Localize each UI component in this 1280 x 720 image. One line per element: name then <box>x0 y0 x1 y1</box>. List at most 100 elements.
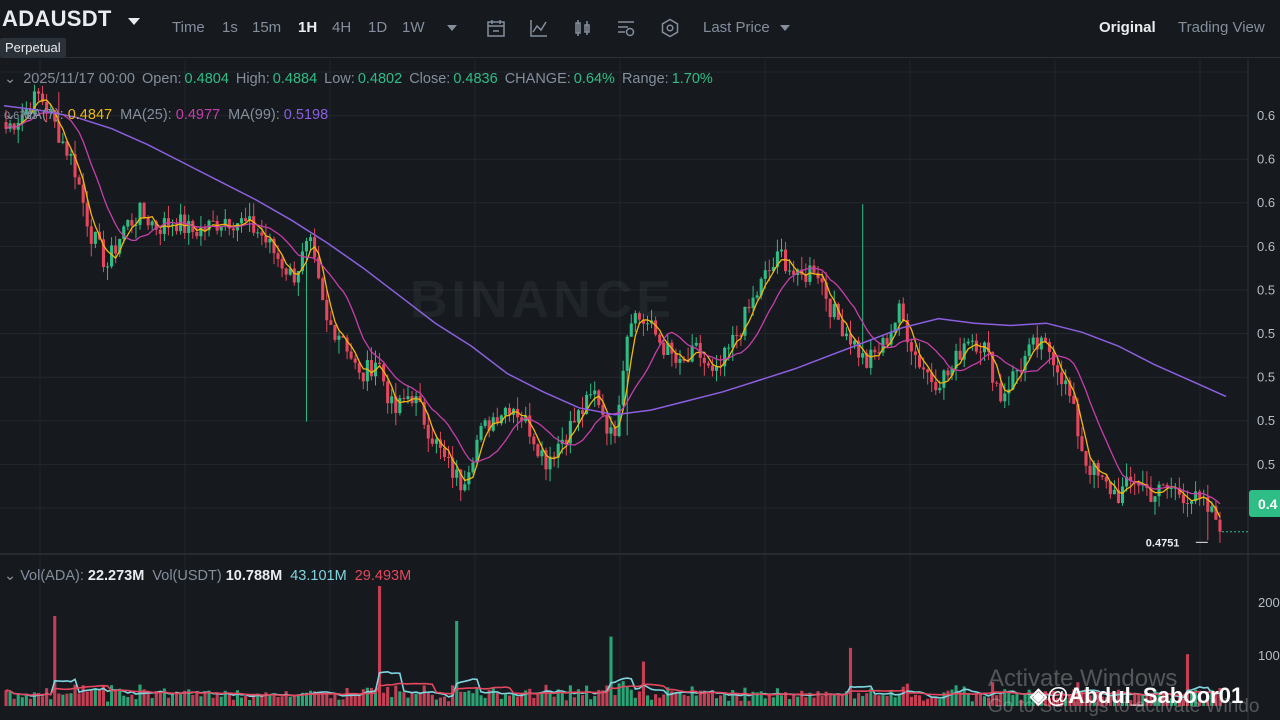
candle-body <box>808 265 812 282</box>
volume-bar <box>154 691 158 706</box>
candle-body <box>962 343 966 360</box>
candle-body <box>869 349 873 368</box>
volume-bar <box>767 693 771 706</box>
volume-bar <box>455 621 459 706</box>
volume-bar <box>130 694 134 706</box>
volume-bar <box>325 692 329 706</box>
volume-bar <box>800 690 804 706</box>
volume-bar <box>601 690 605 706</box>
volume-bar <box>438 697 442 706</box>
volume-bar <box>581 695 585 706</box>
volume-readout: ⌄ Vol(ADA): 22.273M Vol(USDT) 10.788M 43… <box>4 568 411 584</box>
view-original-tab[interactable]: Original <box>1099 19 1156 36</box>
timeframe-4h[interactable]: 4H <box>332 19 352 36</box>
candle-body <box>442 447 447 457</box>
volume-bar <box>650 699 654 706</box>
volume-bar <box>637 691 641 706</box>
volume-collapse-chevron-icon[interactable]: ⌄ <box>4 568 17 584</box>
binance-diamond-icon: ◈ <box>1030 683 1047 708</box>
volume-bar <box>386 686 390 706</box>
close-label: Close: <box>409 71 451 87</box>
volume-bar <box>609 636 613 706</box>
candle-body <box>244 218 248 222</box>
high-price-marker: 0.6713 <box>4 110 38 122</box>
view-tradingview-tab[interactable]: Trading View <box>1178 19 1265 36</box>
volume-bar <box>24 693 28 706</box>
volume-bar <box>292 696 296 706</box>
price-type-selector[interactable]: Last Price <box>703 19 770 36</box>
volume-bar <box>1165 696 1169 706</box>
candle-body <box>203 226 207 231</box>
collapse-chevron-icon[interactable]: ⌄ <box>4 71 17 87</box>
symbol-title[interactable]: ADAUSDT <box>2 6 112 31</box>
volume-bar <box>532 697 536 706</box>
volume-bar <box>832 694 836 706</box>
volume-bar <box>540 691 544 706</box>
volume-bar <box>175 691 179 706</box>
candle-body <box>877 352 881 354</box>
volume-bar <box>589 699 593 706</box>
timeframe-1s[interactable]: 1s <box>222 19 238 36</box>
timeframe-15m[interactable]: 15m <box>252 19 282 36</box>
volume-bar <box>1060 692 1064 706</box>
volume-bar <box>4 690 8 706</box>
volume-bar <box>1181 698 1185 706</box>
volume-bar <box>698 690 702 706</box>
timeframe-1w[interactable]: 1W <box>402 19 425 36</box>
price-type-dropdown-caret-icon[interactable] <box>780 25 790 31</box>
candle-body <box>1153 496 1157 502</box>
symbol-dropdown-caret-icon[interactable] <box>128 18 140 25</box>
candle-body <box>662 342 666 355</box>
volume-bar <box>987 697 991 706</box>
volume-bar <box>556 689 560 706</box>
ma-collapse-chevron-icon[interactable]: ⌄ <box>4 107 17 123</box>
volume-bar <box>463 691 467 706</box>
volume-bar <box>195 691 199 706</box>
candle-body <box>1035 337 1039 350</box>
candle-body <box>840 319 844 337</box>
volume-bar <box>597 689 601 706</box>
more-timeframes-dropdown-caret-icon[interactable] <box>444 20 464 40</box>
candle-body <box>576 410 581 423</box>
candle-body <box>930 372 934 383</box>
volume-bar <box>105 701 110 706</box>
volume-bar <box>179 694 183 706</box>
timeframe-time[interactable]: Time <box>172 19 205 36</box>
volume-bar <box>1153 690 1157 706</box>
contract-type-badge: Perpetual <box>0 38 66 57</box>
volume-bar <box>81 685 85 706</box>
volume-bar <box>1056 697 1060 706</box>
candle-body <box>394 396 398 414</box>
candle-body <box>280 258 284 269</box>
volume-bar <box>296 694 300 706</box>
volume-bar <box>897 693 901 706</box>
candle-body <box>325 300 329 321</box>
candle-body <box>747 306 751 309</box>
price-axis-tick: 0.5 <box>1257 370 1275 385</box>
timeframe-1h[interactable]: 1H <box>298 19 318 36</box>
candle-body <box>922 367 926 370</box>
volume-bar <box>995 695 999 706</box>
volume-bar <box>1169 698 1173 706</box>
author-credit: ◈@Abdul_Saboor01 <box>1030 683 1243 709</box>
settings-icon[interactable] <box>660 18 680 38</box>
volume-bar <box>836 695 840 706</box>
calendar-icon[interactable] <box>486 18 506 38</box>
timeframe-1d[interactable]: 1D <box>368 19 388 36</box>
volume-bar <box>499 698 503 706</box>
indicator-icon[interactable] <box>529 18 549 38</box>
volume-bar <box>625 686 629 706</box>
candle-body <box>349 351 353 359</box>
volume-bar <box>1096 694 1100 706</box>
volume-bar <box>361 689 365 706</box>
template-icon[interactable] <box>616 18 636 38</box>
candle-body <box>682 359 686 361</box>
volume-bar <box>211 697 215 706</box>
candle-body <box>544 450 548 470</box>
volume-bar <box>422 685 426 706</box>
volume-bar <box>1141 695 1145 706</box>
candle-type-icon[interactable] <box>573 18 593 38</box>
volume-bar <box>239 697 244 706</box>
candle-body <box>414 396 418 404</box>
